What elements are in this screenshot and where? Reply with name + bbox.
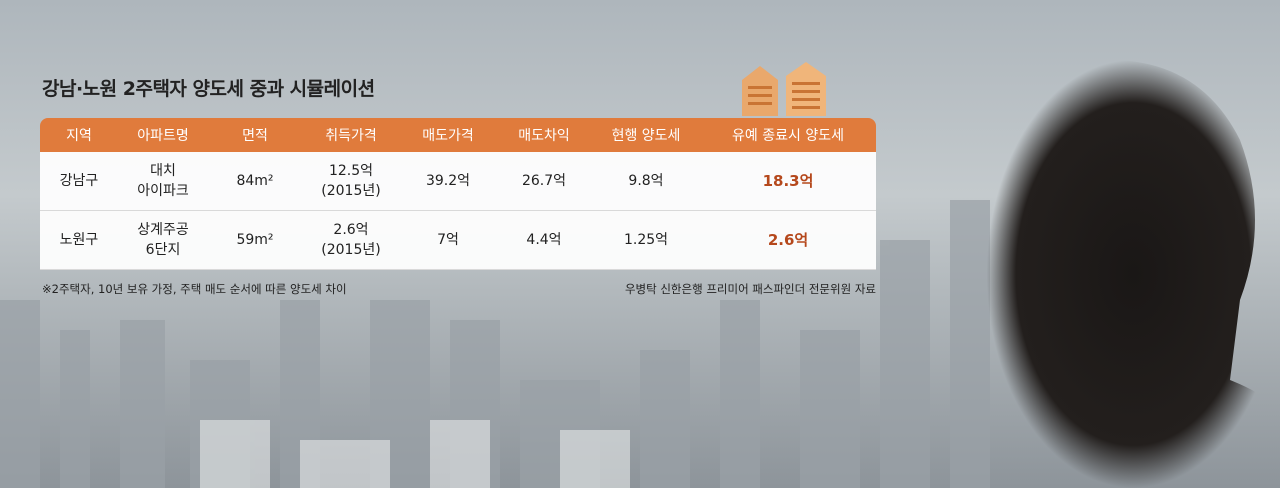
column-header: 면적 xyxy=(208,118,302,152)
column-header: 취득가격 xyxy=(302,118,400,152)
column-header: 매도가격 xyxy=(400,118,496,152)
table-cell: 59m² xyxy=(208,210,302,270)
header-row: 지역 아파트명 면적 취득가격 매도가격 매도차익 현행 양도세 유예 종료시 양도세 xyxy=(40,118,876,152)
table-row: 강남구 대치 아이파크 84m² 12.5억 (2015년) 39.2억 26.7억 9.8… xyxy=(40,152,876,211)
title: 강남·노원 2주택자 양도세 중과 시뮬레이션 xyxy=(42,78,375,100)
table-cell: 상계주공 6단지 xyxy=(118,210,208,270)
table-cell: 2.6억 (2015년) xyxy=(302,210,400,270)
column-header: 유예 종료시 양도세 xyxy=(700,118,876,152)
table-cell: 4.4억 xyxy=(496,210,592,270)
table-cell: 7억 xyxy=(400,210,496,270)
table-cell: 2.6억 xyxy=(700,210,876,270)
table: 지역 아파트명 면적 취득가격 매도가격 매도차익 현행 양도세 유예 종료시 양도세 강남구… xyxy=(40,118,876,270)
footnote: ※2주택자, 10년 보유 가정, 주택 매도 순서에 따른 양도세 차이 xyxy=(42,282,347,296)
column-header: 현행 양도세 xyxy=(592,118,700,152)
table-cell: 강남구 xyxy=(40,152,118,211)
table-cell: 9.8억 xyxy=(592,152,700,211)
table-row: 노원구 상계주공 6단지 59m² 2.6억 (2015년) 7억 4.4억 1.25억 2.… xyxy=(40,210,876,270)
column-header: 아파트명 xyxy=(118,118,208,152)
source: 우병탁 신한은행 프리미어 패스파인더 전문위원 자료 xyxy=(624,282,876,296)
column-header: 매도차익 xyxy=(496,118,592,152)
table-cell: 12.5억 (2015년) xyxy=(302,152,400,211)
table-cell: 노원구 xyxy=(40,210,118,270)
table-cell: 18.3억 xyxy=(700,152,876,211)
column-header: 지역 xyxy=(40,118,118,152)
table-cell: 39.2억 xyxy=(400,152,496,211)
table-cell: 1.25억 xyxy=(592,210,700,270)
table-cell: 84m² xyxy=(208,152,302,211)
table-cell: 대치 아이파크 xyxy=(118,152,208,211)
table-body: 강남구 대치 아이파크 84m² 12.5억 (2015년) 39.2억 26.7억 9.8… xyxy=(40,152,876,270)
table-cell: 26.7억 xyxy=(496,152,592,211)
building-icon xyxy=(742,62,826,116)
